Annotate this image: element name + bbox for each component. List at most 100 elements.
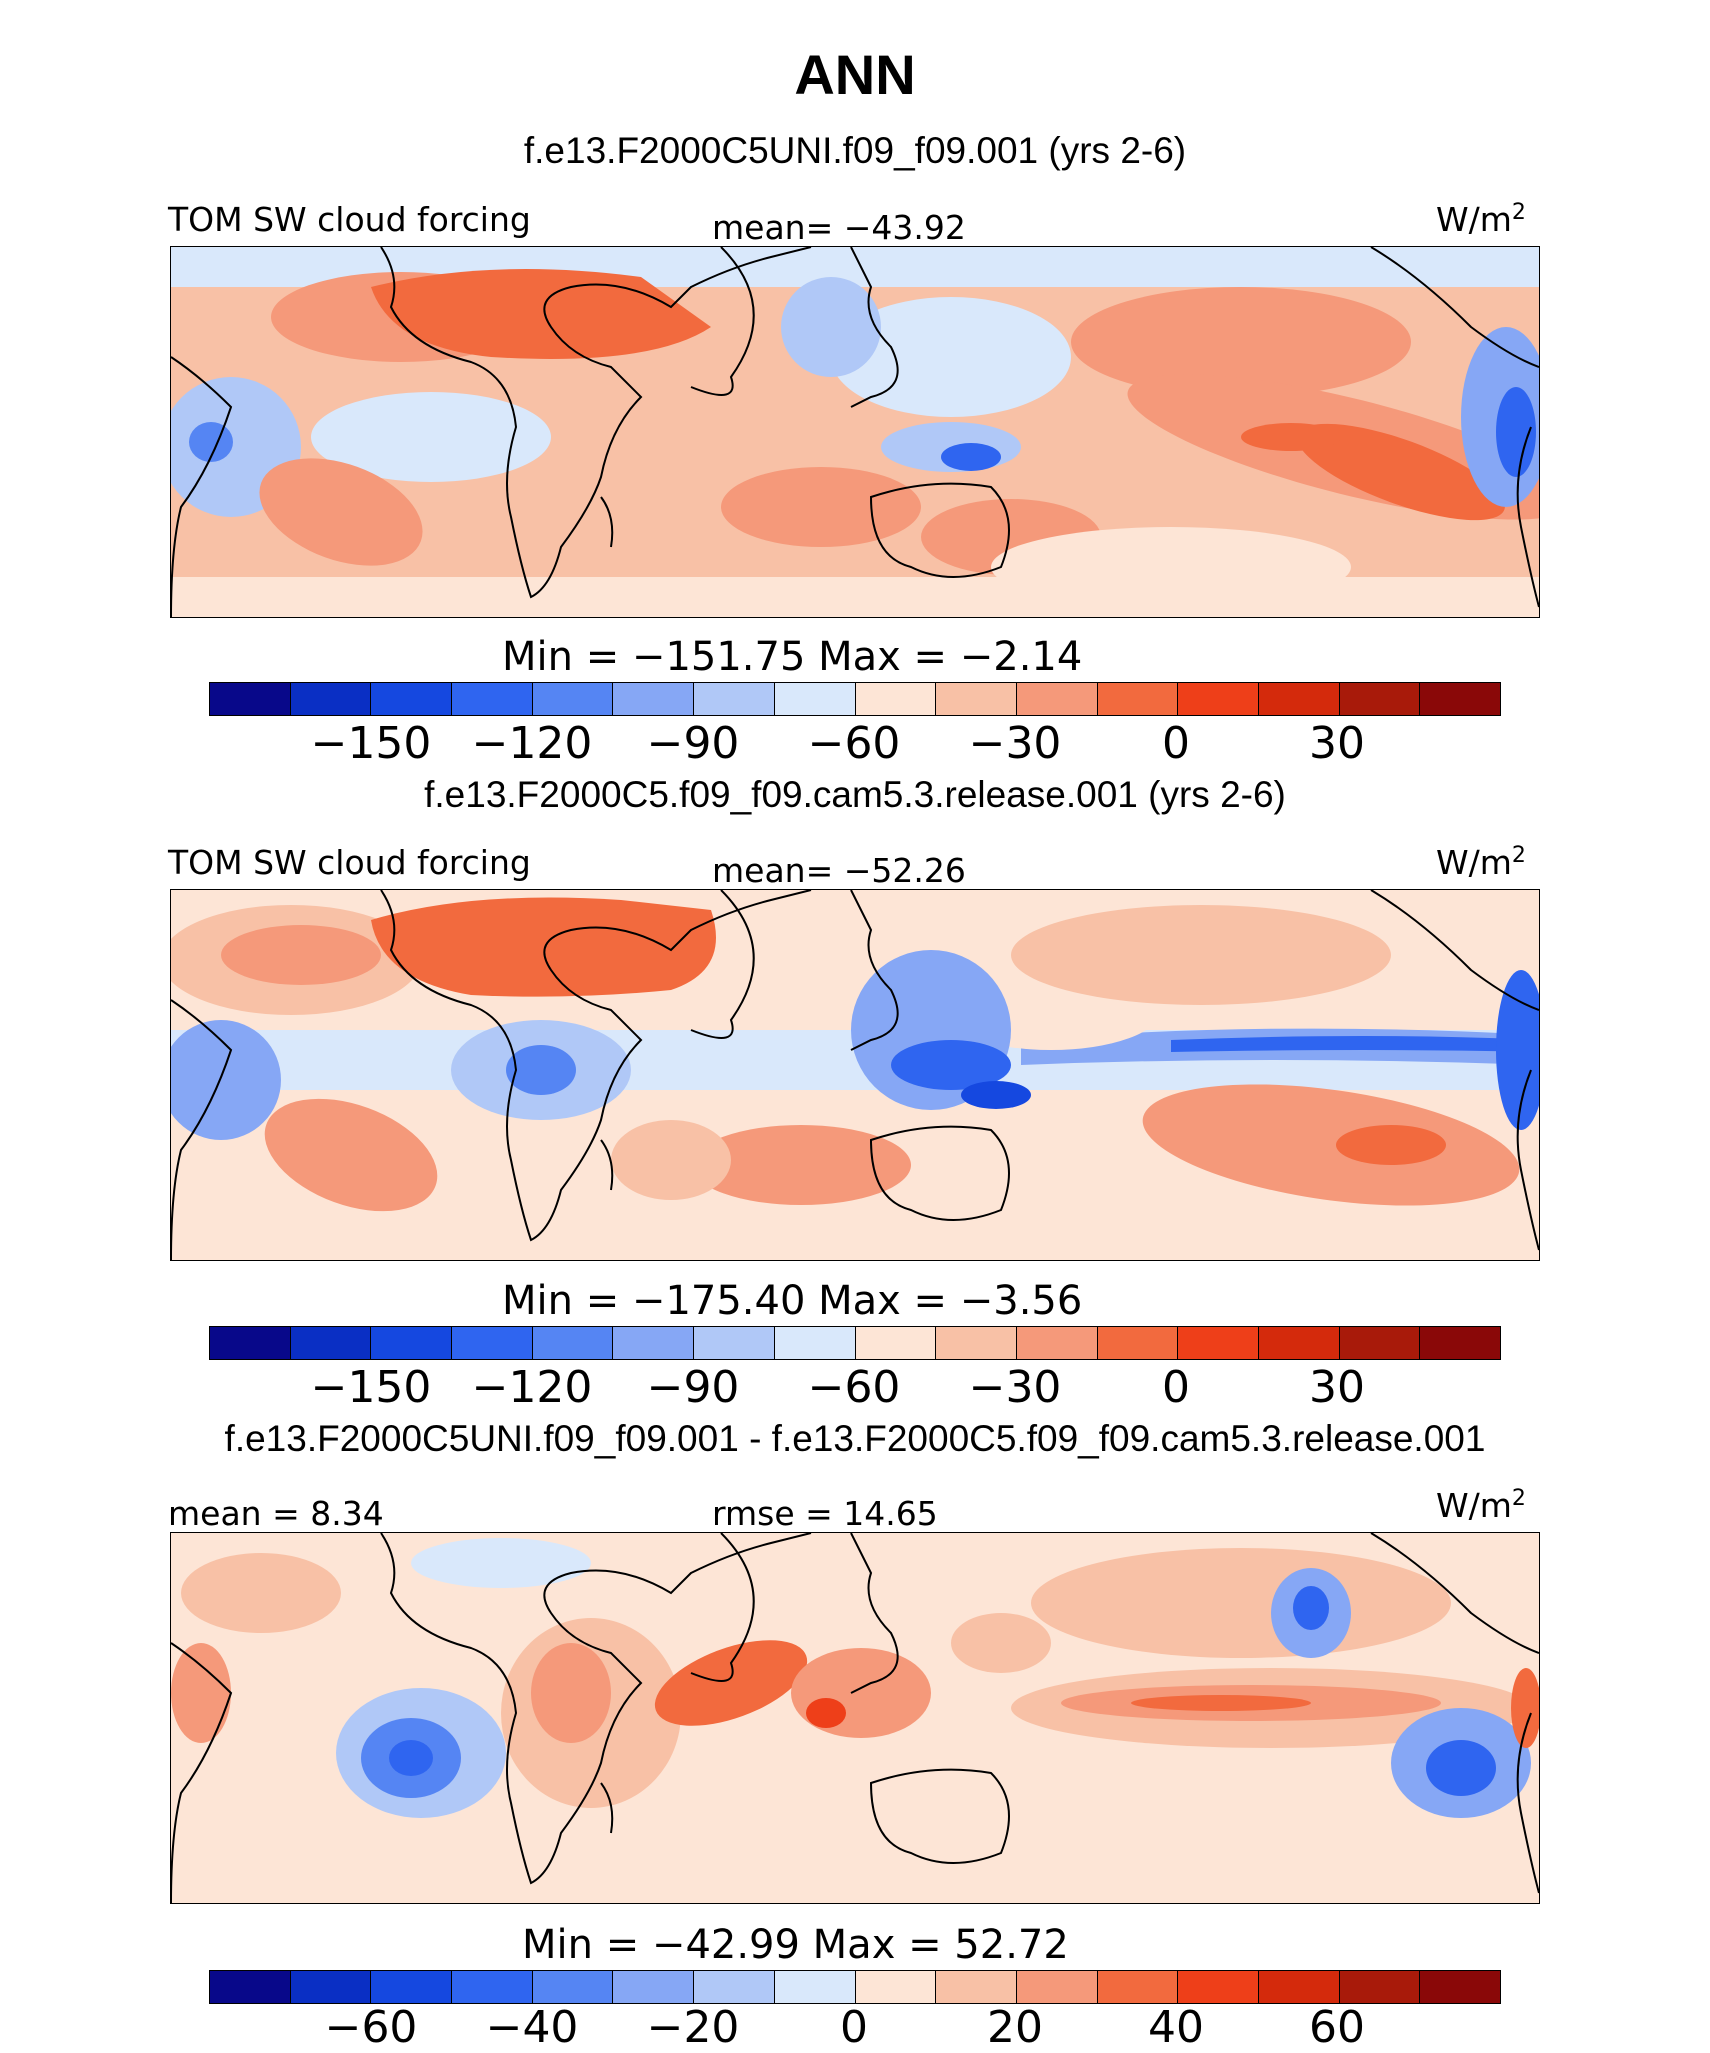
panel2-tick: 0 — [1162, 1362, 1190, 1413]
panel2-field-patch — [221, 925, 381, 985]
panel2-units-label: W/m2 — [1436, 843, 1526, 882]
panel2-field-patch — [961, 1081, 1031, 1109]
colorbar-swatch — [210, 683, 291, 715]
panel1-colorbar — [209, 682, 1501, 716]
colorbar-swatch — [774, 1327, 856, 1359]
panel1-tick: 30 — [1309, 718, 1365, 769]
colorbar-swatch — [1178, 1327, 1259, 1359]
panel2-tick: −30 — [968, 1362, 1062, 1413]
colorbar-swatch — [452, 1327, 533, 1359]
colorbar-swatch — [1016, 1971, 1098, 2003]
panel2-field-patch — [891, 1040, 1011, 1090]
colorbar-swatch — [1178, 1971, 1259, 2003]
colorbar-swatch — [1339, 683, 1421, 715]
colorbar-swatch — [290, 1971, 372, 2003]
panel1-units-label: W/m2 — [1436, 200, 1526, 239]
panel2-field-patch — [1171, 1036, 1539, 1052]
panel1-case-title: f.e13.F2000C5UNI.f09_f09.001 (yrs 2-6) — [523, 130, 1187, 171]
colorbar-swatch — [613, 1971, 695, 2003]
panel1-field-patch — [941, 443, 1001, 471]
colorbar-swatch — [613, 1327, 695, 1359]
panel3-field-patch — [791, 1648, 931, 1738]
colorbar-swatch — [1339, 1971, 1421, 2003]
panel1-coastlines — [171, 247, 1539, 617]
panel2-field-patch — [1142, 1084, 1520, 1206]
panel2-field-patch — [506, 1045, 576, 1095]
panel1-tick: −90 — [646, 718, 740, 769]
panel2-field-patch — [264, 1098, 438, 1212]
panel3-tick: 0 — [840, 2002, 868, 2053]
panel2-tick: −90 — [646, 1362, 740, 1413]
panel3-field-patch — [1031, 1548, 1451, 1658]
panel3-rmse-label: rmse = 14.65 — [712, 1494, 938, 1533]
colorbar-swatch — [694, 683, 775, 715]
panel2-tick: −60 — [807, 1362, 901, 1413]
panel3-tick: −40 — [485, 2002, 579, 2053]
panel3-case-title: f.e13.F2000C5UNI.f09_f09.001 - f.e13.F20… — [224, 1418, 1486, 1459]
panel1-field-patch — [259, 458, 423, 566]
panel3-colorbar — [209, 1970, 1501, 2004]
colorbar-swatch — [371, 683, 453, 715]
colorbar-swatch — [1420, 683, 1500, 715]
panel3-field-patch — [1511, 1668, 1539, 1748]
panel2-colorbar — [209, 1326, 1501, 1360]
colorbar-swatch — [452, 1971, 533, 2003]
colorbar-swatch — [532, 683, 614, 715]
colorbar-swatch — [1097, 683, 1179, 715]
colorbar-swatch — [1016, 1327, 1098, 1359]
colorbar-swatch — [1420, 1971, 1500, 2003]
panel3-tick: 40 — [1148, 2002, 1204, 2053]
panel1-tick: −30 — [968, 718, 1062, 769]
panel3-field-patch — [654, 1640, 808, 1726]
colorbar-swatch — [210, 1327, 291, 1359]
panel2-field-patch — [691, 1125, 911, 1205]
colorbar-swatch — [774, 1971, 856, 2003]
panel2-minmax: Min = −175.40 Max = −3.56 — [502, 1278, 1083, 1324]
colorbar-swatch — [1097, 1327, 1179, 1359]
panel2-field-patch — [171, 1020, 281, 1140]
panel3-field-patch — [171, 1643, 231, 1743]
colorbar-swatch — [532, 1971, 614, 2003]
colorbar-swatch — [290, 683, 372, 715]
panel1-field-patch — [1496, 387, 1536, 477]
panel3-units-label: W/m2 — [1436, 1486, 1526, 1525]
panel3-field-patch — [951, 1613, 1051, 1673]
colorbar-swatch — [1178, 683, 1259, 715]
panel2-field-patch — [611, 1120, 731, 1200]
panel1-sahara-field — [371, 269, 711, 359]
panel3-mean-label: mean = 8.34 — [168, 1494, 384, 1533]
panel3-field-patch — [806, 1698, 846, 1728]
colorbar-swatch — [1420, 1327, 1500, 1359]
panel3-tick: −60 — [324, 2002, 418, 2053]
panel2-sahara-field — [371, 897, 716, 997]
panel2-field-patch — [1496, 970, 1539, 1130]
colorbar-swatch — [371, 1971, 453, 2003]
colorbar-swatch — [1258, 1971, 1340, 2003]
panel3-coastlines — [171, 1533, 1539, 1903]
colorbar-swatch — [452, 683, 533, 715]
colorbar-swatch — [936, 683, 1017, 715]
panel3-tick: 20 — [987, 2002, 1043, 2053]
colorbar-swatch — [774, 683, 856, 715]
panel3-field-patch — [531, 1643, 611, 1743]
panel3-tick: −20 — [646, 2002, 740, 2053]
panel3-tick: 60 — [1309, 2002, 1365, 2053]
panel3-field-patch — [1131, 1695, 1311, 1711]
colorbar-swatch — [210, 1971, 291, 2003]
colorbar-swatch — [694, 1971, 775, 2003]
panel3-field-patch — [389, 1740, 433, 1776]
panel3-field-patch — [181, 1553, 341, 1633]
colorbar-swatch — [1097, 1971, 1179, 2003]
panel1-field-patch — [311, 392, 551, 482]
panel1-field-patch — [1071, 287, 1411, 397]
panel3-minmax: Min = −42.99 Max = 52.72 — [522, 1922, 1069, 1968]
colorbar-swatch — [1339, 1327, 1421, 1359]
panel2-field-patch — [1011, 905, 1391, 1005]
colorbar-swatch — [694, 1327, 775, 1359]
colorbar-swatch — [855, 1327, 937, 1359]
panel2-mean-label: mean= −52.26 — [712, 851, 966, 890]
panel2-tick: 30 — [1309, 1362, 1365, 1413]
panel1-field-patch — [1241, 423, 1341, 451]
panel1-field-patch — [721, 467, 921, 547]
colorbar-swatch — [936, 1971, 1017, 2003]
